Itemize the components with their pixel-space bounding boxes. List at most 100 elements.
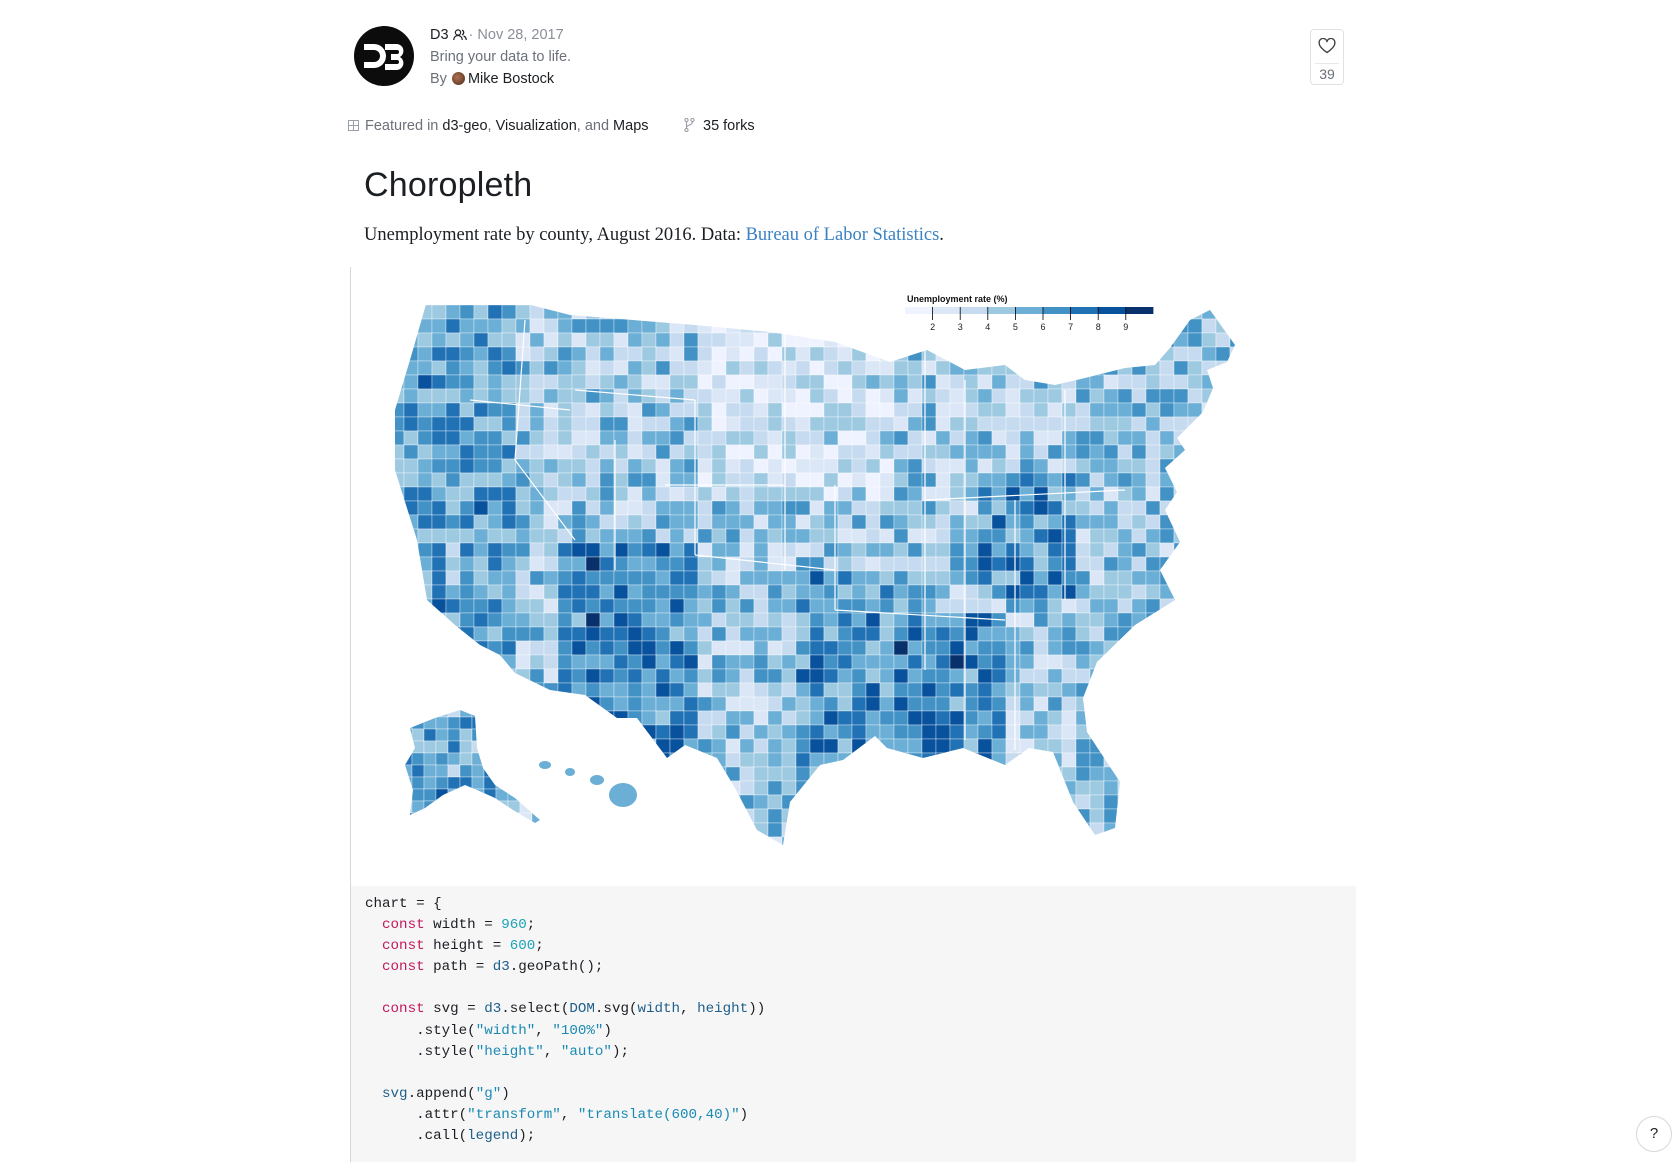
- county-cell: [613, 696, 629, 712]
- county-cell: [395, 598, 405, 614]
- county-cell: [627, 752, 643, 768]
- county-cell: [627, 766, 643, 782]
- county-cell: [893, 808, 909, 824]
- county-cell: [949, 332, 965, 348]
- county-cell: [411, 716, 425, 730]
- county-cell: [487, 808, 503, 824]
- county-cell: [423, 710, 437, 718]
- county-cell: [1103, 752, 1119, 768]
- county-cell: [1159, 584, 1175, 600]
- county-cell: [1103, 402, 1119, 418]
- county-cell: [767, 458, 783, 474]
- county-cell: [395, 836, 405, 845]
- county-cell: [1047, 598, 1063, 614]
- county-cell: [1061, 472, 1077, 488]
- county-cell: [543, 402, 559, 418]
- county-cell: [471, 710, 485, 718]
- county-cell: [459, 318, 475, 334]
- county-cell: [991, 752, 1007, 768]
- county-cell: [1187, 780, 1203, 796]
- d3-logo[interactable]: [354, 26, 414, 86]
- tag-visualization[interactable]: Visualization: [495, 118, 577, 134]
- county-cell: [865, 528, 881, 544]
- county-cell: [599, 360, 615, 376]
- county-cell: [907, 514, 923, 530]
- county-cell: [851, 388, 867, 404]
- county-cell: [977, 360, 993, 376]
- user-avatar[interactable]: [451, 72, 465, 85]
- county-cell: [1117, 514, 1133, 530]
- county-cell: [1047, 584, 1063, 600]
- county-cell: [1187, 514, 1203, 530]
- county-cell: [1089, 542, 1105, 558]
- county-cell: [767, 584, 783, 600]
- county-cell: [795, 486, 811, 502]
- county-cell: [1047, 374, 1063, 390]
- county-cell: [585, 556, 601, 572]
- county-cell: [495, 710, 509, 718]
- county-cell: [613, 724, 629, 740]
- code-editor[interactable]: chart = { const width = 960; const heigh…: [365, 896, 766, 1145]
- county-cell: [487, 528, 503, 544]
- county-cell: [1075, 542, 1091, 558]
- county-cell: [405, 740, 413, 754]
- code-cell[interactable]: chart = { const width = 960; const heigh…: [351, 886, 1356, 1162]
- county-cell: [753, 500, 769, 516]
- county-cell: [809, 612, 825, 628]
- county-cell: [1145, 612, 1161, 628]
- county-cell: [417, 836, 433, 845]
- tag-d3-geo[interactable]: d3-geo: [442, 118, 488, 134]
- county-cell: [473, 486, 489, 502]
- county-cell: [837, 710, 853, 726]
- county-cell: [711, 822, 727, 838]
- like-button[interactable]: 39: [1310, 29, 1344, 85]
- county-cell: [1215, 696, 1231, 712]
- county-cell: [851, 766, 867, 782]
- author-name[interactable]: D3: [430, 27, 449, 43]
- county-cell: [879, 458, 895, 474]
- county-cell: [627, 668, 643, 684]
- county-cell: [1131, 794, 1147, 810]
- county-cell: [557, 668, 573, 684]
- county-cell: [809, 640, 825, 656]
- county-cell: [571, 822, 587, 838]
- county-cell: [879, 402, 895, 418]
- county-cell: [851, 318, 867, 334]
- forks-link[interactable]: 35 forks: [684, 118, 755, 134]
- hawaii-island: [539, 761, 551, 769]
- county-cell: [865, 766, 881, 782]
- county-cell: [851, 500, 867, 516]
- county-cell: [487, 318, 503, 334]
- user-name[interactable]: Mike Bostock: [467, 71, 555, 87]
- county-cell: [655, 598, 671, 614]
- county-cell: [697, 668, 713, 684]
- county-cell: [991, 584, 1007, 600]
- county-cell: [963, 598, 979, 614]
- county-cell: [1201, 738, 1217, 754]
- legend-tick-label: 9: [1123, 322, 1128, 332]
- county-cell: [627, 416, 643, 432]
- county-cell: [725, 444, 741, 460]
- county-cell: [641, 360, 657, 376]
- county-cell: [1033, 500, 1049, 516]
- tag-maps[interactable]: Maps: [613, 118, 649, 134]
- county-cell: [1089, 374, 1105, 390]
- county-cell: [501, 388, 517, 404]
- bls-link[interactable]: Bureau of Labor Statistics: [745, 225, 940, 245]
- county-cell: [613, 612, 629, 628]
- county-cell: [417, 514, 433, 530]
- county-cell: [753, 836, 769, 845]
- county-cell: [977, 472, 993, 488]
- county-cell: [823, 570, 839, 586]
- help-button[interactable]: ?: [1636, 1116, 1672, 1152]
- county-cell: [417, 654, 433, 670]
- county-cell: [529, 332, 545, 348]
- cell-gutter[interactable]: [350, 267, 351, 1162]
- county-cell: [795, 500, 811, 516]
- county-cell: [963, 318, 979, 334]
- county-cell: [739, 584, 755, 600]
- county-cell: [1159, 626, 1175, 642]
- county-cell: [613, 332, 629, 348]
- id-legend: legend: [467, 1128, 519, 1145]
- county-cell: [1019, 822, 1035, 838]
